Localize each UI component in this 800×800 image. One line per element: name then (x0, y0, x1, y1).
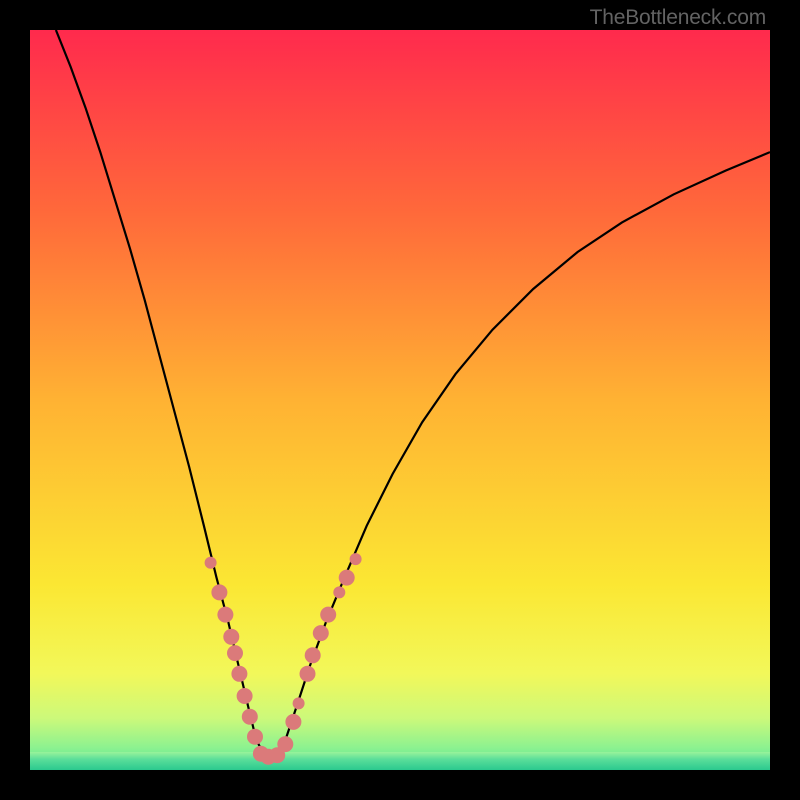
chart-bottom-band (30, 752, 770, 770)
watermark-text: TheBottleneck.com (590, 6, 766, 30)
chart-background (30, 30, 770, 770)
